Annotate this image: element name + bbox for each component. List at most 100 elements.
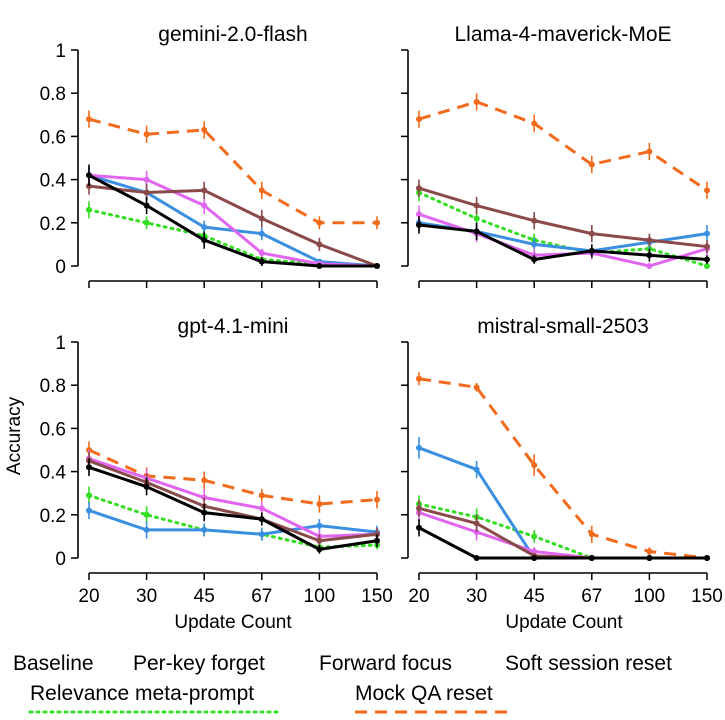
- legend-mock-qa-reset: Mock QA reset: [355, 682, 493, 705]
- y-tick-label: 0.2: [40, 214, 66, 235]
- data-point: [416, 375, 422, 382]
- x-axis-label-left: Update Count: [174, 612, 292, 633]
- legend-per-key-forget: Per-key forget: [133, 652, 265, 675]
- data-point: [646, 148, 653, 155]
- data-point: [258, 187, 265, 194]
- data-point: [473, 228, 480, 235]
- x-tick-label: 45: [524, 586, 545, 607]
- data-point: [258, 505, 265, 512]
- y-tick-label: 0.6: [40, 127, 66, 148]
- data-point: [704, 263, 710, 269]
- panel-title: gpt-4.1-mini: [178, 315, 289, 338]
- data-point: [531, 548, 538, 555]
- data-point: [473, 520, 480, 527]
- data-point: [531, 555, 538, 561]
- x-tick-label: 67: [251, 586, 272, 607]
- data-point: [473, 555, 480, 561]
- data-point: [588, 161, 595, 168]
- data-point: [316, 501, 323, 507]
- data-point: [531, 217, 538, 224]
- x-tick-label: 100: [304, 586, 336, 607]
- data-point: [704, 256, 710, 263]
- y-tick-label: 0: [55, 257, 66, 278]
- data-point: [416, 524, 422, 531]
- panel-3: mistral-small-2503 20 30 45 67 100 150: [401, 315, 723, 607]
- data-point: [588, 531, 595, 538]
- series-line: [418, 446, 707, 560]
- data-point: [473, 384, 480, 391]
- data-point: [374, 496, 380, 503]
- data-point: [646, 252, 653, 259]
- series-line: [417, 502, 709, 560]
- series-line: [87, 208, 379, 268]
- data-point: [416, 185, 422, 192]
- x-axis-label-right: Update Count: [505, 612, 623, 633]
- data-point: [473, 215, 480, 222]
- series-forward-focus: [416, 205, 710, 269]
- panels: gemini-2.0-flash 0 0.2 0.4 0.6 0.8 1 Llama-4-ma…: [40, 23, 723, 607]
- series-soft-session-reset: [86, 177, 380, 269]
- data-point: [374, 263, 380, 269]
- y-tick-label: 0.8: [40, 84, 66, 105]
- series-baseline: [86, 164, 380, 269]
- data-point: [704, 555, 710, 561]
- data-point: [143, 219, 150, 226]
- series-line: [88, 465, 378, 551]
- series-line: [88, 448, 378, 506]
- data-point: [416, 444, 422, 451]
- y-tick-label: 0: [55, 549, 66, 570]
- data-point: [86, 116, 92, 123]
- data-point: [258, 258, 265, 265]
- data-point: [416, 221, 422, 228]
- data-point: [258, 492, 265, 499]
- data-point: [316, 522, 323, 529]
- data-point: [646, 555, 653, 561]
- series-soft-session-reset: [416, 499, 710, 561]
- data-point: [316, 546, 323, 553]
- data-point: [201, 509, 208, 516]
- series-relevance-meta-prompt: [86, 201, 380, 269]
- data-point: [201, 187, 208, 194]
- data-point: [201, 237, 208, 244]
- x-tick-label: 30: [466, 586, 487, 607]
- series-baseline: [86, 458, 380, 554]
- legend: Baseline Per-key forget Forward focus So…: [13, 652, 672, 714]
- data-point: [201, 477, 208, 484]
- series-mock-qa-reset: [416, 93, 710, 200]
- series-baseline: [416, 519, 710, 561]
- y-tick-label: 0.8: [40, 376, 66, 397]
- y-tick-label: 0.4: [40, 171, 67, 192]
- data-point: [588, 555, 595, 561]
- y-tick-label: 0.2: [40, 506, 66, 527]
- legend-soft-session-reset: Soft session reset: [505, 652, 672, 675]
- series-line: [418, 186, 708, 249]
- series-line: [418, 377, 708, 560]
- data-point: [143, 483, 150, 490]
- data-point: [201, 202, 208, 209]
- series-line: [418, 223, 708, 262]
- x-tick-label: 20: [78, 586, 99, 607]
- series-relevance-meta-prompt: [416, 495, 710, 561]
- data-point: [143, 176, 150, 183]
- data-point: [646, 237, 653, 244]
- series-per-key-forget: [416, 437, 710, 561]
- series-line: [418, 100, 708, 192]
- data-point: [646, 263, 653, 269]
- series-line: [88, 509, 378, 536]
- data-point: [143, 189, 150, 196]
- data-point: [374, 537, 380, 544]
- data-point: [86, 507, 92, 514]
- data-point: [416, 116, 422, 123]
- series-line: [88, 173, 377, 268]
- x-tick-label: 67: [581, 586, 602, 607]
- data-point: [258, 250, 265, 257]
- y-axis-label: Accuracy: [4, 396, 25, 475]
- data-point: [473, 466, 480, 473]
- series-relevance-meta-prompt: [86, 486, 380, 552]
- data-point: [704, 243, 710, 250]
- x-tick-label: 20: [408, 586, 429, 607]
- x-tick-label: 100: [634, 586, 666, 607]
- data-point: [201, 126, 208, 133]
- series-line: [88, 173, 378, 268]
- series-mock-qa-reset: [416, 372, 710, 561]
